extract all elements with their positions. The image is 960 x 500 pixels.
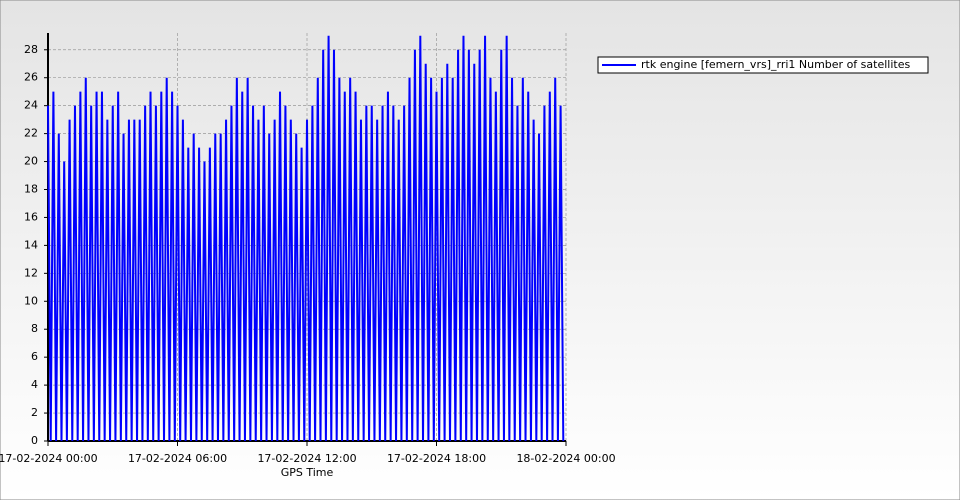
y-tick-label: 24 [24, 99, 38, 112]
series-line [47, 35, 565, 442]
y-tick-label: 10 [24, 294, 38, 307]
legend-box [597, 56, 929, 74]
x-tick-label: 18-02-2024 00:00 [516, 452, 615, 465]
y-tick-label: 8 [31, 322, 38, 335]
x-tick-label: 17-02-2024 18:00 [387, 452, 486, 465]
y-tick-label: 22 [24, 127, 38, 140]
y-tick-label: 2 [31, 406, 38, 419]
y-tick-label: 14 [24, 238, 38, 251]
legend-entry: rtk engine [femern_vrs]_rri1 Number of s… [641, 58, 910, 71]
y-tick-label: 18 [24, 182, 38, 195]
x-axis-label: GPS Time [281, 466, 334, 479]
y-tick-label: 26 [24, 71, 38, 84]
y-tick-label: 16 [24, 210, 38, 223]
x-tick-label: 17-02-2024 00:00 [0, 452, 98, 465]
y-tick-label: 20 [24, 155, 38, 168]
legend: rtk engine [femern_vrs]_rri1 Number of s… [597, 56, 929, 74]
y-tick-label: 12 [24, 266, 38, 279]
y-tick-label: 6 [31, 350, 38, 363]
y-tick-label: 28 [24, 43, 38, 56]
y-tick-label: 4 [31, 378, 38, 391]
x-tick-label: 17-02-2024 12:00 [257, 452, 356, 465]
x-tick-label: 17-02-2024 06:00 [128, 452, 227, 465]
y-tick-label: 0 [31, 434, 38, 447]
